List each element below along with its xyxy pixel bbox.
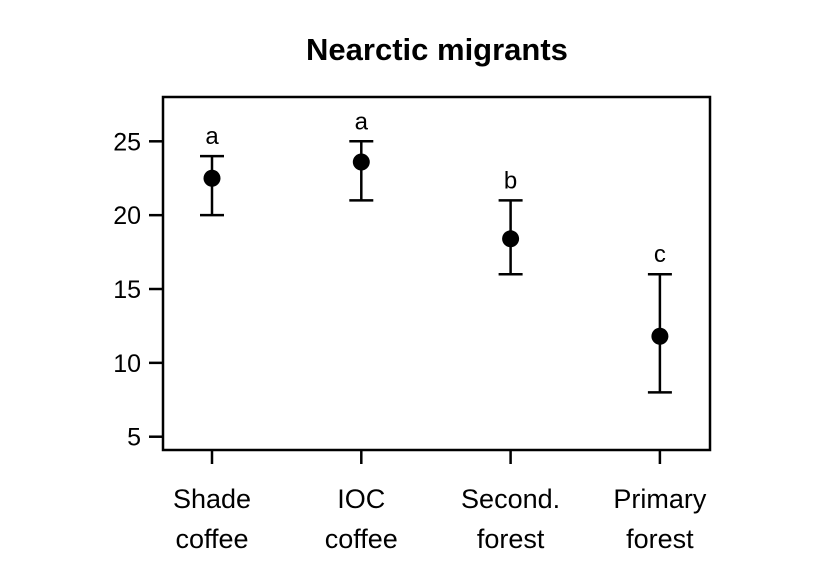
- x-tick-label-line1: Shade: [173, 484, 251, 514]
- x-tick-label-line2: coffee: [175, 524, 248, 554]
- x-tick-label-line2: forest: [626, 524, 694, 554]
- y-tick-label: 10: [113, 350, 141, 378]
- group-letter: a: [205, 123, 219, 150]
- y-tick-label: 5: [127, 424, 141, 452]
- x-tick-label-line1: Second.: [461, 484, 560, 514]
- group-letter: a: [355, 108, 369, 135]
- data-point: [352, 153, 370, 171]
- y-axis: 5 10 15 20 25: [113, 128, 163, 452]
- group-letter: b: [504, 167, 517, 194]
- data-point: [651, 327, 669, 345]
- data-marks: a a b c: [200, 108, 672, 394]
- chart-title: Nearctic migrants: [306, 32, 568, 67]
- x-tick-label-line2: forest: [477, 524, 545, 554]
- x-tick-label-line1: Primary: [613, 484, 706, 514]
- y-tick-label: 15: [113, 276, 141, 304]
- data-point: [502, 230, 520, 248]
- data-point: [203, 169, 221, 187]
- x-tick-label-line2: coffee: [325, 524, 398, 554]
- group-letter: c: [654, 241, 666, 268]
- x-tick-label-line1: IOC: [337, 484, 385, 514]
- plot-frame: [161, 95, 712, 452]
- x-axis: Shade coffee IOC coffee Second. forest Primary…: [173, 450, 707, 554]
- y-tick-label: 20: [113, 202, 141, 230]
- y-tick-label: 25: [113, 128, 141, 156]
